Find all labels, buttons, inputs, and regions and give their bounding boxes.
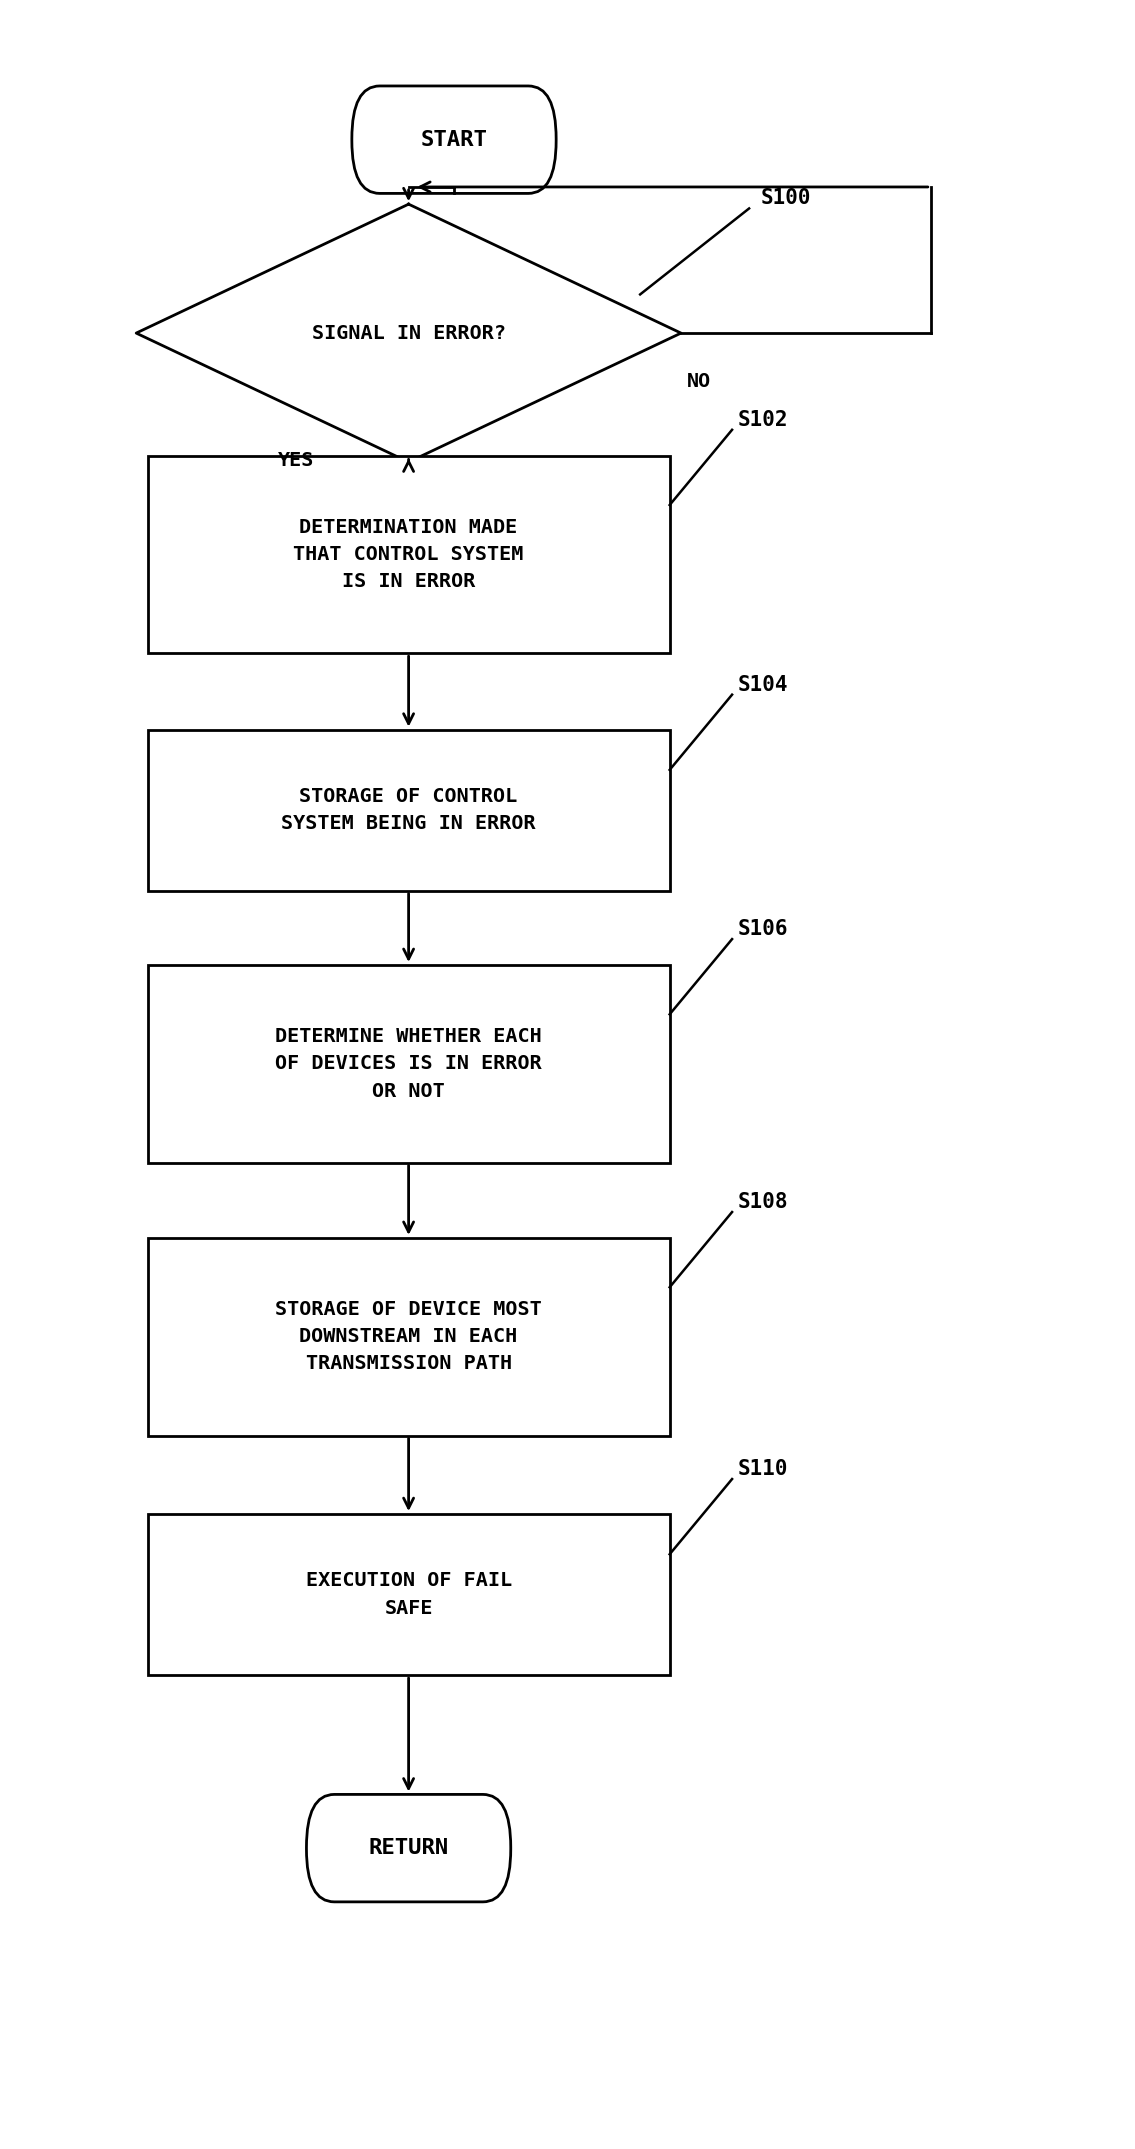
Text: DETERMINATION MADE
THAT CONTROL SYSTEM
IS IN ERROR: DETERMINATION MADE THAT CONTROL SYSTEM I… bbox=[294, 518, 523, 591]
FancyBboxPatch shape bbox=[352, 86, 556, 193]
Text: S102: S102 bbox=[738, 410, 788, 430]
Text: SIGNAL IN ERROR?: SIGNAL IN ERROR? bbox=[312, 324, 505, 342]
Polygon shape bbox=[136, 204, 681, 462]
Text: YES: YES bbox=[278, 451, 314, 471]
Text: S104: S104 bbox=[738, 675, 788, 694]
Text: S110: S110 bbox=[738, 1459, 788, 1479]
Text: S108: S108 bbox=[738, 1193, 788, 1212]
Text: STORAGE OF CONTROL
SYSTEM BEING IN ERROR: STORAGE OF CONTROL SYSTEM BEING IN ERROR bbox=[281, 787, 536, 834]
Text: DETERMINE WHETHER EACH
OF DEVICES IS IN ERROR
OR NOT: DETERMINE WHETHER EACH OF DEVICES IS IN … bbox=[275, 1027, 543, 1100]
FancyBboxPatch shape bbox=[306, 1794, 511, 1902]
Text: EXECUTION OF FAIL
SAFE: EXECUTION OF FAIL SAFE bbox=[305, 1571, 512, 1618]
Bar bbox=[148, 1513, 670, 1676]
Bar bbox=[148, 1238, 670, 1436]
Text: NO: NO bbox=[687, 372, 711, 391]
Text: S100: S100 bbox=[760, 189, 810, 208]
Bar bbox=[148, 965, 670, 1163]
Text: RETURN: RETURN bbox=[369, 1837, 448, 1859]
Text: S106: S106 bbox=[738, 920, 788, 939]
Bar bbox=[148, 456, 670, 653]
Bar bbox=[148, 729, 670, 890]
Text: STORAGE OF DEVICE MOST
DOWNSTREAM IN EACH
TRANSMISSION PATH: STORAGE OF DEVICE MOST DOWNSTREAM IN EAC… bbox=[275, 1300, 543, 1373]
Text: START: START bbox=[421, 129, 487, 150]
